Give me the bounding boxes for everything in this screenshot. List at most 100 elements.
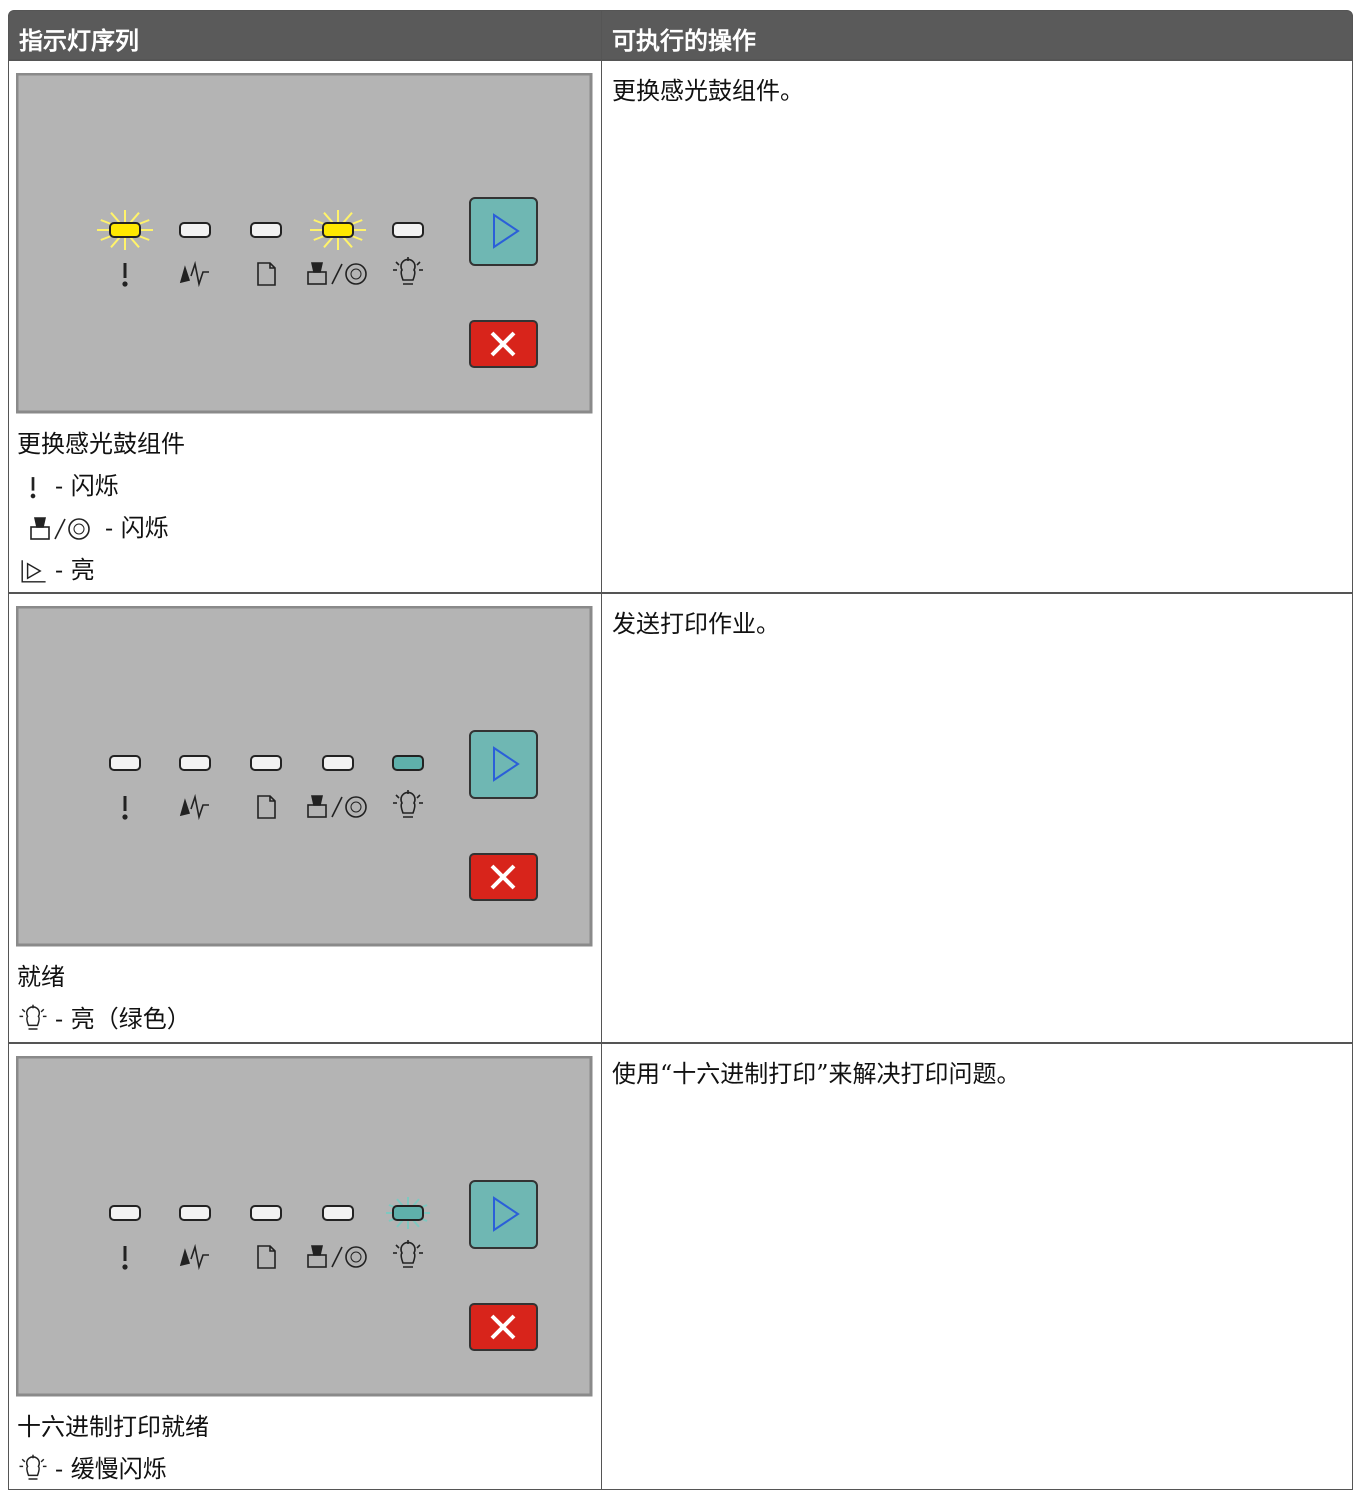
light-ray: [110, 236, 121, 248]
icon-part: [190, 1243, 209, 1271]
legend-icon: [30, 477, 36, 499]
status-text: 更换感光鼓组件: [17, 430, 185, 458]
icon-bulb: [19, 1004, 47, 1030]
icon-part: [40, 1458, 45, 1463]
icon-part: [26, 562, 42, 580]
icon-part: [331, 263, 343, 285]
icon-part: [345, 796, 367, 818]
icon-part: [257, 795, 276, 819]
light-ray: [396, 1198, 404, 1207]
light-panel: [15, 1055, 593, 1397]
icon-part: [400, 791, 416, 818]
light-ray: [396, 1219, 404, 1228]
light-panel: [15, 605, 593, 947]
header-cell: 可执行的操作: [601, 10, 1353, 60]
indicator-light: [179, 222, 211, 238]
indicator-light: [109, 755, 141, 771]
icon-part: [190, 793, 209, 821]
go-symbol: [493, 213, 520, 249]
legend-icon: [21, 560, 46, 583]
indicator-light: [179, 755, 211, 771]
indicator-light: [109, 1205, 141, 1221]
light-ray: [342, 212, 353, 224]
light-ray: [110, 212, 121, 224]
legend-text: - 闪烁: [105, 514, 169, 542]
indicator-light: [250, 755, 282, 771]
light-panel: [15, 72, 593, 414]
icon-part: [68, 518, 90, 540]
icon-part: [331, 1246, 343, 1268]
stop-symbol: [490, 1314, 516, 1340]
indicator-light: [322, 755, 354, 771]
go-symbol: [493, 1196, 520, 1232]
light-ray: [342, 236, 353, 248]
go-symbol: [493, 746, 520, 782]
icon-part: [26, 1456, 40, 1480]
icon-part: [345, 263, 367, 285]
icon-bulb: [393, 257, 423, 285]
icon-part: [21, 1008, 26, 1013]
light-ray: [412, 1219, 420, 1228]
icon-part: [179, 798, 191, 817]
indicator-light: [322, 1205, 354, 1221]
indicator-light: [250, 1205, 282, 1221]
indicator-light: [392, 755, 424, 771]
light-ray: [412, 1198, 420, 1207]
icon-part: [400, 258, 416, 285]
icon-excl: [122, 796, 128, 820]
legend-line: - 亮: [17, 549, 185, 591]
icon-toner: [307, 795, 367, 818]
action-cell: 更换感光鼓组件。: [601, 60, 1353, 593]
sequence-cell: 十六进制打印就绪 - 缓慢闪烁: [8, 1043, 602, 1490]
icon-part: [416, 261, 421, 266]
icon-part: [311, 1245, 323, 1256]
panel-wrap: [15, 605, 594, 952]
light-ray: [129, 212, 140, 224]
indicator-light: [322, 222, 354, 238]
legend-line: - 闪烁: [17, 465, 185, 507]
legend-block: 就绪 - 亮（绿色）: [17, 956, 191, 1040]
icon-paper: [257, 795, 276, 819]
icon-excl: [30, 477, 36, 499]
action-cell: 发送打印作业。: [601, 593, 1353, 1043]
icon-part: [179, 1248, 191, 1267]
legend-text: - 缓慢闪烁: [55, 1455, 167, 1483]
indicator-light: [392, 1205, 424, 1221]
icon-bulb: [19, 1454, 47, 1480]
header-text: 可执行的操作: [612, 27, 756, 55]
legend-icon: [19, 1454, 47, 1480]
icon-part: [30, 493, 36, 499]
icon-part: [30, 526, 50, 540]
header-text: 指示灯序列: [19, 27, 139, 55]
icon-part: [350, 1251, 362, 1263]
icon-part: [416, 794, 421, 799]
icon-excl: [122, 1246, 128, 1270]
icon-part: [21, 560, 46, 583]
icon-part: [345, 1246, 367, 1268]
legend-icon: [19, 1004, 47, 1030]
indicator-light: [109, 222, 141, 238]
legend-text: - 闪烁: [55, 472, 119, 500]
stop-symbol: [490, 864, 516, 890]
icon-part: [40, 1008, 45, 1013]
icon-paper: [257, 1245, 276, 1269]
icon-paper: [257, 262, 276, 286]
icon-part: [395, 794, 400, 799]
icon-toner: [30, 517, 90, 540]
panel-wrap: [15, 72, 594, 419]
icon-part: [311, 262, 323, 273]
icon-toner: [307, 262, 367, 285]
icon-part: [122, 814, 128, 820]
action-text: 发送打印作业。: [612, 610, 780, 638]
icon-jam: [179, 260, 209, 288]
legend-line: - 亮（绿色）: [17, 998, 191, 1040]
icon-play: [21, 560, 46, 583]
legend-icon: [30, 517, 90, 540]
legend-block: 十六进制打印就绪 - 缓慢闪烁: [17, 1406, 209, 1490]
stop-symbol: [490, 331, 516, 357]
icon-part: [400, 1241, 416, 1268]
icon-part: [190, 260, 209, 288]
indicator-light: [179, 1205, 211, 1221]
status-text: 十六进制打印就绪: [17, 1413, 209, 1441]
light-ray: [129, 236, 140, 248]
